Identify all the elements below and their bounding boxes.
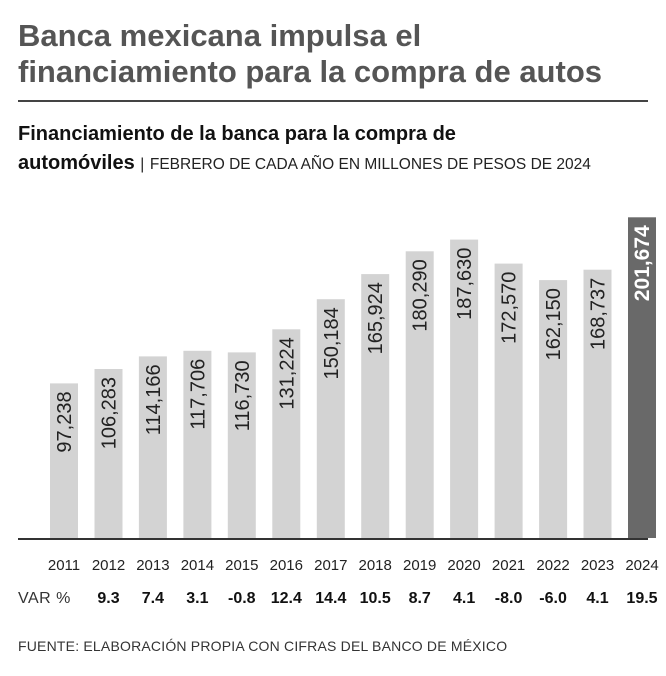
value-label-2023: 168,737 — [588, 278, 610, 350]
var-value-2020: 4.1 — [452, 590, 476, 607]
headline-line-2: financiamiento para la compra de autos — [18, 54, 602, 89]
var-value-2016: 12.4 — [270, 590, 302, 607]
var-value-2019: 8.7 — [408, 590, 431, 607]
x-tick-label-2024: 2024 — [625, 557, 658, 574]
bar-2015 — [227, 352, 256, 538]
value-label-2016: 131,224 — [276, 337, 298, 409]
x-tick-label-2019: 2019 — [403, 557, 436, 574]
var-value-2018: 10.5 — [359, 590, 391, 607]
x-tick-label-2013: 2013 — [136, 557, 169, 574]
x-tick-label-2014: 2014 — [181, 557, 214, 574]
var-value-2021: -8.0 — [494, 590, 523, 607]
value-label-2012: 106,283 — [99, 377, 121, 449]
value-label-2018: 165,924 — [365, 282, 387, 354]
var-value-2022: -6.0 — [539, 590, 567, 607]
bar-2013 — [138, 356, 167, 538]
headline-rule — [18, 100, 648, 102]
var-value-2023: 4.1 — [586, 590, 609, 607]
var-label: VAR % — [18, 590, 71, 607]
x-tick-label-2015: 2015 — [225, 557, 258, 574]
x-tick-label-2023: 2023 — [581, 557, 614, 574]
bar-2017 — [316, 299, 345, 538]
source-note: FUENTE: ELABORACIÓN PROPIA CON CIFRAS DE… — [18, 638, 508, 654]
value-label-2013: 114,166 — [143, 364, 165, 435]
bar-2018 — [361, 274, 390, 538]
value-label-2015: 116,730 — [232, 360, 254, 431]
bar-2011 — [50, 383, 78, 538]
chart-title-line-1: Financiamiento de la banca para la compr… — [18, 123, 456, 145]
bar-2022 — [539, 280, 568, 538]
bar-2024 — [628, 217, 656, 539]
x-tick-label-2017: 2017 — [314, 557, 347, 574]
x-tick-label-2011: 2011 — [48, 557, 80, 574]
var-value-2024: 19.5 — [626, 590, 658, 607]
value-label-2024: 201,674 — [631, 225, 654, 301]
bar-2012 — [94, 369, 123, 538]
chart-title: Financiamiento de la banca para la compr… — [18, 120, 648, 179]
title-separator: | — [140, 156, 145, 173]
chart-title-line-2: automóviles | FEBRERO DE CADA AÑO EN MIL… — [18, 149, 648, 179]
x-tick-label-2020: 2020 — [447, 557, 480, 574]
bar-2019 — [405, 251, 434, 539]
var-value-2012: 9.3 — [97, 590, 120, 607]
value-label-2017: 150,184 — [321, 307, 343, 379]
x-tick-label-2016: 2016 — [270, 557, 303, 574]
x-tick-label-2022: 2022 — [536, 557, 569, 574]
value-label-2019: 180,290 — [410, 259, 432, 331]
var-value-2014: 3.1 — [186, 590, 209, 607]
bar-2023 — [583, 269, 612, 538]
bar-2021 — [494, 263, 523, 538]
value-label-2011: 97,238 — [54, 391, 76, 452]
value-label-2014: 117,706 — [187, 359, 209, 430]
bar-2014 — [183, 350, 212, 538]
bar-2016 — [272, 329, 301, 538]
chart-units: FEBRERO DE CADA AÑO EN MILLONES DE PESOS… — [149, 156, 591, 173]
value-label-2020: 187,630 — [454, 248, 476, 320]
headline-line-1: Banca mexicana impulsa el — [18, 18, 422, 53]
bar-2020 — [450, 239, 479, 538]
chart-title-line-2-text: automóviles — [18, 152, 135, 174]
var-row: VAR % 9.3 7.4 3.1 -0.8 12.4 14.4 10.5 8.7 4.1 -8.… — [0, 590, 666, 614]
value-label-2022: 162,150 — [543, 288, 565, 360]
bar-chart: 97,238 2011 106,283 2012 114,166 2013 117,706 2… — [18, 217, 659, 574]
var-value-2017: 14.4 — [315, 590, 347, 607]
x-tick-label-2021: 2021 — [492, 557, 525, 574]
x-tick-label-2012: 2012 — [92, 557, 125, 574]
var-value-2015: -0.8 — [228, 590, 256, 607]
var-value-2013: 7.4 — [141, 590, 165, 607]
x-tick-label-2018: 2018 — [359, 557, 392, 574]
value-label-2021: 172,570 — [499, 272, 521, 344]
headline: Banca mexicana impulsa el financiamiento… — [18, 18, 648, 90]
